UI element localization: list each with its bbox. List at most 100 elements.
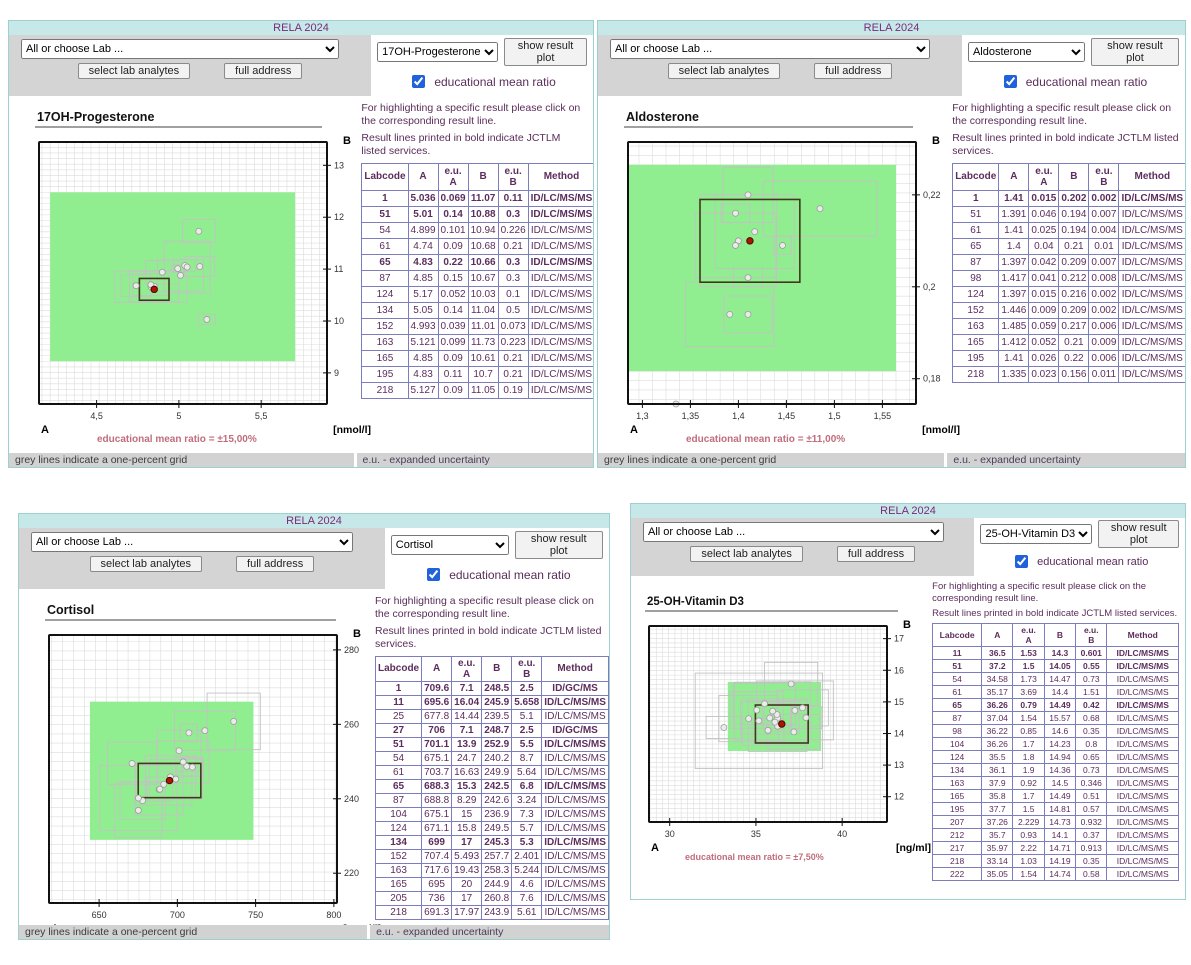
result-cell[interactable]: ID/LC/MS/MS	[527, 285, 593, 303]
result-cell[interactable]: 87	[932, 710, 983, 725]
result-cell[interactable]: 212	[932, 827, 983, 842]
result-cell[interactable]: 36.22	[981, 723, 1014, 738]
result-row-1[interactable]: 1 1.41 0.015 0.202 0.002 ID/LC/MS/MS	[952, 189, 1185, 207]
result-cell[interactable]: ID/LC/MS/MS	[527, 317, 593, 335]
result-cell[interactable]: 0.913	[1075, 840, 1108, 855]
result-cell[interactable]: 25	[374, 708, 423, 724]
result-cell[interactable]: 195	[932, 801, 983, 816]
result-cell[interactable]: 245.9	[481, 694, 513, 710]
result-cell[interactable]: 0.216	[1058, 285, 1090, 303]
result-cell[interactable]: ID/LC/MS/MS	[527, 237, 593, 255]
result-cell[interactable]: 0.11	[497, 189, 529, 207]
result-cell[interactable]: 6.8	[511, 778, 543, 794]
result-cell[interactable]: 124	[374, 820, 423, 836]
result-row-1[interactable]: 1 709.6 7.1 248.5 2.5 ID/GC/MS	[374, 680, 609, 696]
result-cell[interactable]: 4.85	[407, 269, 439, 287]
result-cell[interactable]: 0.008	[1088, 269, 1120, 287]
result-row-218[interactable]: 218 5.127 0.09 11.05 0.19 ID/LC/MS/MS	[361, 381, 593, 399]
result-cell[interactable]: 0.007	[1088, 253, 1120, 271]
lab-select[interactable]: All or choose Lab ...	[31, 532, 353, 552]
result-cell[interactable]: 0.35	[1075, 723, 1108, 738]
result-row-207[interactable]: 207 37.26 2.229 14.73 0.932 ID/LC/MS/MS	[932, 814, 1179, 829]
result-cell[interactable]: 27	[374, 722, 423, 738]
result-cell[interactable]: ID/LC/MS/MS	[1118, 189, 1185, 207]
result-cell[interactable]: ID/LC/MS/MS	[1106, 749, 1179, 764]
result-cell[interactable]: 195	[952, 349, 1000, 367]
result-cell[interactable]: 0.002	[1088, 189, 1120, 207]
result-cell[interactable]: 248.7	[481, 722, 513, 738]
educational-mean-ratio-checkbox[interactable]	[427, 568, 441, 581]
result-cell[interactable]: 0.011	[1088, 365, 1120, 383]
result-row-165[interactable]: 165 4.85 0.09 10.61 0.21 ID/LC/MS/MS	[361, 349, 593, 367]
result-cell[interactable]: 0.046	[1028, 205, 1060, 223]
result-cell[interactable]: 1.5	[1012, 801, 1045, 816]
result-cell[interactable]: 61	[361, 237, 409, 255]
result-cell[interactable]: 20	[451, 876, 483, 892]
full-address-button[interactable]: full address	[814, 63, 893, 79]
result-cell[interactable]: 65	[361, 253, 409, 271]
educational-mean-ratio-checkbox[interactable]	[1003, 75, 1017, 88]
result-plot[interactable]: 4,5 5 5,5 9 10 11 12 13 B A [nmol/l]	[35, 130, 373, 438]
result-cell[interactable]: 65	[932, 697, 983, 712]
result-cell[interactable]: 1.73	[1012, 671, 1045, 686]
result-cell[interactable]: 16.63	[451, 764, 483, 780]
result-cell[interactable]: 37.2	[981, 658, 1014, 673]
result-cell[interactable]: 51	[361, 205, 409, 223]
result-cell[interactable]: 0.5	[497, 301, 529, 319]
result-cell[interactable]: 0.212	[1058, 269, 1090, 287]
result-cell[interactable]: 37.26	[981, 814, 1014, 829]
result-cell[interactable]: 14.49	[1043, 788, 1077, 803]
result-cell[interactable]: 1.485	[998, 317, 1030, 335]
result-cell[interactable]: 0.22	[1058, 349, 1090, 367]
select-lab-analytes-button[interactable]: select lab analytes	[77, 63, 191, 79]
result-cell[interactable]: 2.5	[511, 722, 543, 738]
result-cell[interactable]: 0.79	[1012, 697, 1045, 712]
result-cell[interactable]: 0.042	[1028, 253, 1060, 271]
result-cell[interactable]: ID/LC/MS/MS	[541, 792, 609, 808]
result-row-217[interactable]: 217 35.97 2.22 14.71 0.913 ID/LC/MS/MS	[932, 840, 1179, 855]
result-cell[interactable]: ID/LC/MS/MS	[541, 708, 609, 724]
result-cell[interactable]: 7.1	[451, 722, 483, 738]
result-cell[interactable]: 5.493	[451, 848, 483, 864]
result-cell[interactable]: ID/LC/MS/MS	[541, 764, 609, 780]
result-row-195[interactable]: 195 4.83 0.11 10.7 0.21 ID/LC/MS/MS	[361, 365, 593, 383]
result-cell[interactable]: 165	[932, 788, 983, 803]
result-cell[interactable]: 0.01	[1088, 237, 1120, 255]
result-cell[interactable]: 709.6	[421, 680, 453, 696]
result-cell[interactable]: 14.36	[1043, 762, 1077, 777]
result-cell[interactable]: 35.17	[981, 684, 1014, 699]
result-cell[interactable]: 152	[361, 317, 409, 335]
result-cell[interactable]: 54	[374, 750, 423, 766]
educational-mean-ratio-checkbox[interactable]	[412, 75, 426, 88]
result-cell[interactable]: ID/LC/MS/MS	[1118, 301, 1185, 319]
result-row-51[interactable]: 51 701.1 13.9 252.9 5.5 ID/LC/MS/MS	[374, 736, 609, 752]
result-cell[interactable]: 15	[451, 806, 483, 822]
result-cell[interactable]: ID/LC/MS/MS	[1118, 365, 1185, 383]
result-cell[interactable]: 0.19	[497, 381, 529, 399]
result-cell[interactable]: 260.8	[481, 890, 513, 906]
result-cell[interactable]: 5.127	[407, 381, 439, 399]
result-plot[interactable]: 650 700 750 800 220 240 260 280 B A [nmol/l]	[45, 623, 383, 925]
result-cell[interactable]: 0.21	[497, 349, 529, 367]
result-cell[interactable]: 0.15	[437, 269, 469, 287]
result-cell[interactable]: 244.9	[481, 876, 513, 892]
result-cell[interactable]: 37.04	[981, 710, 1014, 725]
result-cell[interactable]: 248.5	[481, 680, 513, 696]
result-cell[interactable]: 163	[932, 775, 983, 790]
result-cell[interactable]: ID/LC/MS/MS	[1106, 827, 1179, 842]
result-cell[interactable]: 1.335	[998, 365, 1030, 383]
result-cell[interactable]: 11	[932, 645, 983, 660]
result-cell[interactable]: 2.22	[1012, 840, 1045, 855]
result-cell[interactable]: 0.059	[1028, 317, 1060, 335]
result-row-195[interactable]: 195 37.7 1.5 14.81 0.57 ID/LC/MS/MS	[932, 801, 1179, 816]
result-cell[interactable]: 0.006	[1088, 349, 1120, 367]
result-cell[interactable]: 61	[952, 221, 1000, 239]
result-plot[interactable]: 1,3 1,35 1,4 1,45 1,5 1,55 0,18 0,2 0,22 B A [nmol/…	[624, 130, 962, 438]
result-cell[interactable]: 0.58	[1075, 866, 1108, 881]
result-cell[interactable]: 51	[932, 658, 983, 673]
result-row-87[interactable]: 87 688.8 8.29 242.6 3.24 ID/LC/MS/MS	[374, 792, 609, 808]
result-cell[interactable]: 218	[374, 904, 423, 920]
result-cell[interactable]: 0.85	[1012, 723, 1045, 738]
result-cell[interactable]: 217	[932, 840, 983, 855]
result-cell[interactable]: ID/GC/MS	[541, 722, 609, 738]
